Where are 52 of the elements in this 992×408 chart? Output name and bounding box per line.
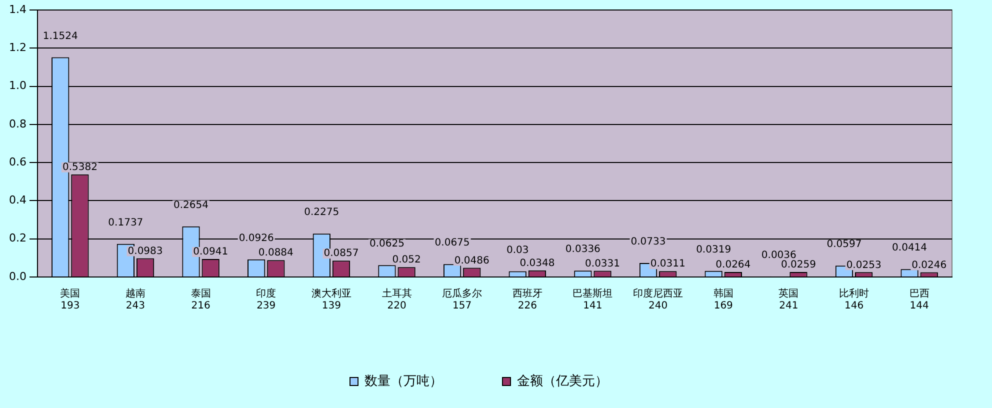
y-tick-label: 0.4	[8, 194, 26, 207]
y-tick-label: 1.2	[8, 41, 26, 54]
x-tick-label: 美国 193	[60, 288, 80, 312]
data-label: 0.0246	[912, 260, 947, 271]
data-label: 0.0625	[369, 238, 404, 250]
y-tick-label: 1.0	[8, 79, 26, 92]
data-label: 0.052	[392, 254, 421, 266]
data-label: 0.0336	[565, 244, 600, 256]
data-label: 0.1737	[108, 217, 144, 228]
data-label: 0.2654	[174, 200, 208, 211]
data-label: 0.0486	[454, 255, 490, 266]
data-label: 0.0597	[826, 239, 862, 250]
data-label: 0.0857	[324, 248, 359, 260]
y-tick-label: 0.8	[8, 117, 26, 130]
y-tick-label: 0.6	[8, 155, 26, 168]
x-tick-label: 比利时 146	[839, 288, 870, 312]
data-label: 1.1524	[42, 30, 78, 42]
data-label: 0.0675	[434, 238, 470, 249]
legend-label: 数量（万吨）	[364, 374, 442, 389]
x-tick-label: 英国 241	[778, 288, 799, 312]
data-label: 0.0331	[585, 258, 620, 270]
data-label: 0.0733	[630, 236, 666, 248]
y-tick-label: 1.4	[8, 2, 26, 16]
legend-label: 金额（亿美元）	[517, 372, 608, 389]
data-label: 0.0253	[846, 260, 882, 271]
x-tick-label: 印度尼西亚 240	[633, 288, 684, 312]
y-tick-label: 0.2	[8, 232, 26, 245]
data-label: 0.0311	[650, 258, 686, 270]
data-label: 0.0884	[258, 248, 294, 259]
x-tick-label: 泰国 216	[190, 288, 211, 312]
data-label: 0.0941	[193, 246, 228, 258]
x-tick-label: 巴西 144	[909, 288, 930, 312]
y-tick-label: 0.0	[8, 270, 26, 283]
data-label: 0.5382	[62, 162, 98, 173]
x-tick-label: 土耳其 220	[382, 288, 412, 312]
data-label: 0.0926	[238, 232, 274, 244]
data-label: 0.0414	[892, 242, 928, 254]
x-tick-label: 西班牙 226	[512, 288, 542, 312]
data-label: 0.0259	[780, 260, 816, 271]
data-label: 0.0264	[716, 260, 751, 271]
x-tick-label: 厄瓜多尔 157	[442, 288, 482, 312]
data-label: 0.2275	[304, 207, 340, 218]
x-tick-label: 巴基斯坦 141	[572, 288, 613, 312]
x-tick-label: 澳大利亚 139	[311, 288, 352, 312]
x-tick-label: 越南 243	[125, 288, 146, 312]
data-label: 0.0983	[128, 246, 163, 257]
data-label: 0.03	[506, 244, 529, 256]
data-label: 0.0348	[520, 258, 555, 269]
data-label: 0.0036	[761, 250, 796, 261]
x-tick-label: 韩国 169	[713, 288, 734, 312]
data-label: 0.0319	[696, 244, 732, 256]
x-tick-label: 印度 239	[256, 288, 276, 312]
